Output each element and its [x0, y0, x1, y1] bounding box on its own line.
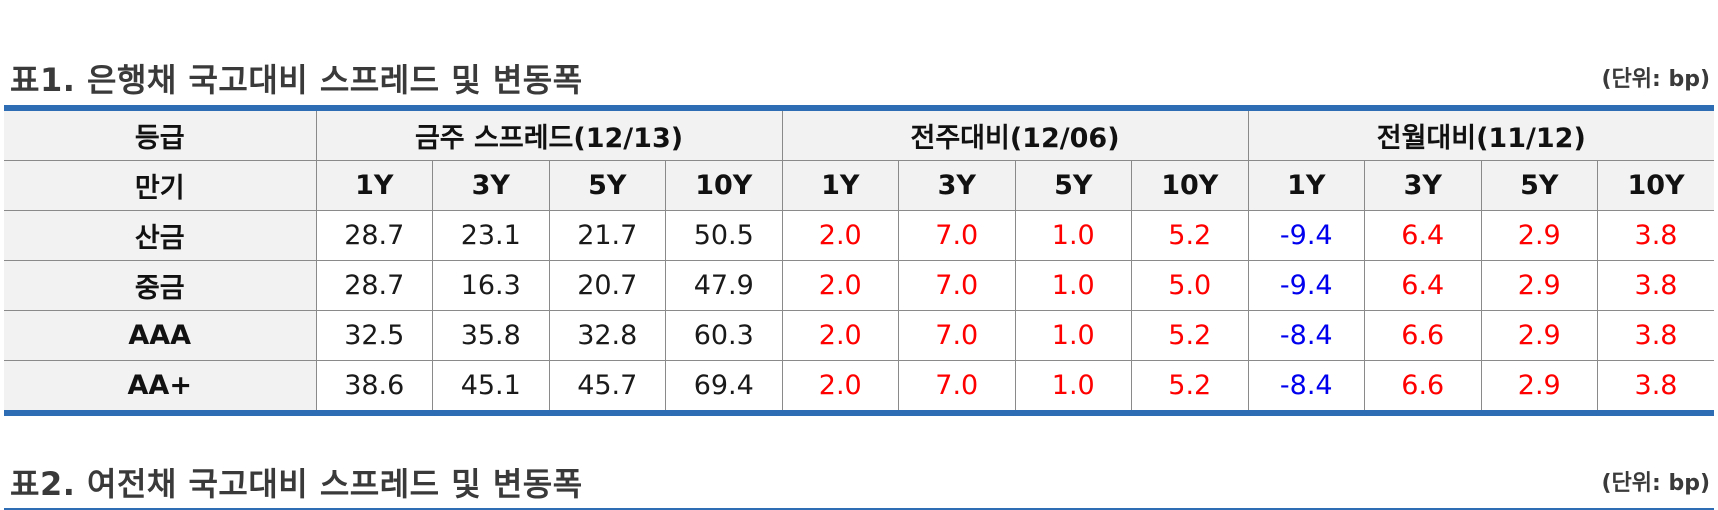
change-cell: 1.0 — [1014, 210, 1132, 261]
spread-cell: 47.9 — [665, 260, 783, 311]
maturity-col-header: 5Y — [1480, 160, 1598, 211]
change-cell: 2.9 — [1480, 360, 1598, 416]
table1-title-row: 표1. 은행채 국고대비 스프레드 및 변동폭 (단위: bp) — [10, 54, 1710, 100]
spread-cell: 16.3 — [432, 260, 549, 311]
change-cell: 3.8 — [1597, 360, 1715, 416]
change-cell: 3.8 — [1597, 310, 1715, 361]
spread-cell: 23.1 — [432, 210, 549, 261]
change-cell: 3.8 — [1597, 210, 1715, 261]
change-cell: -8.4 — [1247, 310, 1365, 361]
table1-unit-label: (단위: bp) — [1601, 67, 1710, 92]
table-body: 산금 28.7 23.1 21.7 50.5 2.0 7.0 1.0 5.2 -9.4 6.4 2.9… — [4, 210, 1715, 416]
table2-top-rule — [4, 508, 1714, 510]
spread-cell: 50.5 — [665, 210, 783, 261]
change-cell: 7.0 — [898, 210, 1016, 261]
change-cell: 6.4 — [1364, 260, 1482, 311]
spread-cell: 28.7 — [315, 210, 433, 261]
change-cell: 2.0 — [781, 210, 899, 261]
bank-bond-spread-table: 등급 금주 스프레드(12/13) 전주대비(12/06) 전월대비(11/12… — [4, 111, 1715, 416]
change-cell: 7.0 — [898, 260, 1016, 311]
change-cell: 1.0 — [1014, 260, 1132, 311]
maturity-col-header: 10Y — [1131, 160, 1249, 211]
change-cell: 6.6 — [1364, 360, 1482, 416]
maturity-col-header: 5Y — [548, 160, 666, 211]
change-cell: 5.2 — [1131, 360, 1249, 416]
change-cell: 5.2 — [1131, 210, 1249, 261]
change-cell: -9.4 — [1247, 210, 1365, 261]
spread-cell: 38.6 — [315, 360, 433, 416]
change-cell: 7.0 — [898, 360, 1016, 416]
spread-cell: 32.5 — [315, 310, 433, 361]
grade-label: 중금 — [4, 260, 316, 311]
spread-cell: 45.1 — [432, 360, 549, 416]
spread-cell: 69.4 — [665, 360, 783, 416]
table2-title-row: 표2. 여전채 국고대비 스프레드 및 변동폭 (단위: bp) — [10, 458, 1710, 504]
spread-cell: 20.7 — [548, 260, 666, 311]
change-cell: -8.4 — [1247, 360, 1365, 416]
spread-cell: 35.8 — [432, 310, 549, 361]
maturity-col-header: 10Y — [665, 160, 783, 211]
grade-header: 등급 — [4, 111, 316, 161]
maturity-col-header: 5Y — [1014, 160, 1132, 211]
change-cell: 5.0 — [1131, 260, 1249, 311]
change-cell: 2.9 — [1480, 260, 1598, 311]
table-row: 중금 28.7 16.3 20.7 47.9 2.0 7.0 1.0 5.0 -9.4 6.4 2.9… — [4, 260, 1715, 311]
table-row: AA+ 38.6 45.1 45.7 69.4 2.0 7.0 1.0 5.2 -8.4 6.6 2.… — [4, 360, 1715, 416]
change-cell: 3.8 — [1597, 260, 1715, 311]
maturity-col-header: 1Y — [315, 160, 433, 211]
maturity-col-header: 3Y — [898, 160, 1016, 211]
change-cell: 7.0 — [898, 310, 1016, 361]
change-cell: 1.0 — [1014, 310, 1132, 361]
spread-cell: 28.7 — [315, 260, 433, 311]
change-cell: 2.0 — [781, 360, 899, 416]
change-cell: 1.0 — [1014, 360, 1132, 416]
spread-cell: 32.8 — [548, 310, 666, 361]
group-header-vs-last-month: 전월대비(11/12) — [1247, 111, 1715, 161]
maturity-header: 만기 — [4, 160, 316, 211]
grade-label: AAA — [4, 310, 316, 361]
change-cell: -9.4 — [1247, 260, 1365, 311]
table-row: 산금 28.7 23.1 21.7 50.5 2.0 7.0 1.0 5.2 -9.4 6.4 2.9… — [4, 210, 1715, 261]
maturity-col-header: 1Y — [1247, 160, 1365, 211]
table2-title: 표2. 여전채 국고대비 스프레드 및 변동폭 — [10, 465, 583, 503]
grade-label: AA+ — [4, 360, 316, 416]
table2-unit-label: (단위: bp) — [1601, 471, 1710, 496]
header-row-maturities: 만기 1Y 3Y 5Y 10Y 1Y 3Y 5Y 10Y 1Y 3Y 5Y 10… — [4, 160, 1715, 211]
maturity-col-header: 10Y — [1597, 160, 1715, 211]
spread-cell: 60.3 — [665, 310, 783, 361]
change-cell: 2.0 — [781, 310, 899, 361]
grade-label: 산금 — [4, 210, 316, 261]
maturity-col-header: 3Y — [432, 160, 549, 211]
change-cell: 2.9 — [1480, 310, 1598, 361]
header-row-groups: 등급 금주 스프레드(12/13) 전주대비(12/06) 전월대비(11/12… — [4, 111, 1715, 161]
spread-cell: 21.7 — [548, 210, 666, 261]
table1-title: 표1. 은행채 국고대비 스프레드 및 변동폭 — [10, 61, 583, 99]
change-cell: 5.2 — [1131, 310, 1249, 361]
change-cell: 2.0 — [781, 260, 899, 311]
change-cell: 6.4 — [1364, 210, 1482, 261]
change-cell: 6.6 — [1364, 310, 1482, 361]
table-row: AAA 32.5 35.8 32.8 60.3 2.0 7.0 1.0 5.2 -8.4 6.6 2.… — [4, 310, 1715, 361]
spread-cell: 45.7 — [548, 360, 666, 416]
maturity-col-header: 3Y — [1364, 160, 1482, 211]
group-header-this-week: 금주 스프레드(12/13) — [315, 111, 783, 161]
maturity-col-header: 1Y — [781, 160, 899, 211]
table1-top-rule — [4, 105, 1714, 111]
group-header-vs-last-week: 전주대비(12/06) — [781, 111, 1249, 161]
change-cell: 2.9 — [1480, 210, 1598, 261]
